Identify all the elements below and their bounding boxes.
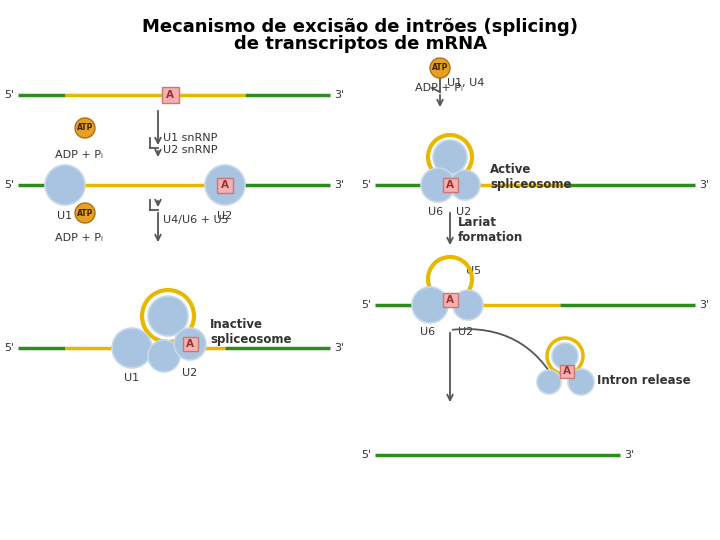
Text: A: A <box>446 180 454 190</box>
FancyBboxPatch shape <box>443 178 457 192</box>
Circle shape <box>430 58 450 78</box>
Text: A: A <box>563 366 571 376</box>
Text: Intron release: Intron release <box>597 374 690 387</box>
Text: 5': 5' <box>361 180 371 190</box>
Text: U2: U2 <box>459 327 474 337</box>
Text: A: A <box>221 180 229 190</box>
Text: U5: U5 <box>559 352 571 361</box>
Text: ADP + Pᵢ: ADP + Pᵢ <box>55 233 103 243</box>
Text: OH: OH <box>423 300 437 309</box>
Text: ATP: ATP <box>77 124 93 132</box>
Circle shape <box>148 340 180 372</box>
Text: U6: U6 <box>544 377 554 387</box>
Text: U5: U5 <box>444 152 456 162</box>
Text: 3': 3' <box>334 90 344 100</box>
Circle shape <box>450 170 480 200</box>
FancyBboxPatch shape <box>217 178 233 192</box>
Circle shape <box>205 165 245 205</box>
Text: 3': 3' <box>334 343 344 353</box>
Text: U1: U1 <box>58 211 73 221</box>
Circle shape <box>174 328 206 360</box>
FancyBboxPatch shape <box>443 293 457 307</box>
Circle shape <box>421 168 455 202</box>
Text: U5: U5 <box>157 351 171 361</box>
Text: 5': 5' <box>361 450 371 460</box>
Text: ADP + Pᵢ: ADP + Pᵢ <box>415 83 463 93</box>
Text: U2: U2 <box>456 207 472 217</box>
Text: ADP + Pᵢ: ADP + Pᵢ <box>55 150 103 160</box>
Text: A: A <box>166 90 174 100</box>
Circle shape <box>75 118 95 138</box>
Text: U6: U6 <box>428 207 444 217</box>
FancyBboxPatch shape <box>182 337 197 351</box>
Text: 3': 3' <box>334 180 344 190</box>
Text: 3': 3' <box>699 180 709 190</box>
Text: 3': 3' <box>699 300 709 310</box>
Circle shape <box>45 165 85 205</box>
Text: U2: U2 <box>217 211 233 221</box>
Text: 5': 5' <box>361 300 371 310</box>
FancyBboxPatch shape <box>161 87 179 103</box>
Text: U4/U6: U4/U6 <box>154 312 181 321</box>
Circle shape <box>75 203 95 223</box>
Text: U2: U2 <box>182 368 197 378</box>
Text: U1 snRNP: U1 snRNP <box>163 133 217 143</box>
Circle shape <box>568 369 594 395</box>
Text: A: A <box>186 339 194 349</box>
Text: ATP: ATP <box>432 64 448 72</box>
Text: U4/U6 + U5: U4/U6 + U5 <box>163 215 229 225</box>
Text: U5: U5 <box>466 266 481 276</box>
Text: U1: U1 <box>125 373 140 383</box>
Text: 5': 5' <box>4 90 14 100</box>
Circle shape <box>552 343 578 369</box>
Text: 3': 3' <box>624 450 634 460</box>
Text: U2: U2 <box>575 377 587 387</box>
FancyBboxPatch shape <box>560 364 574 377</box>
Text: A: A <box>446 295 454 305</box>
Text: 5': 5' <box>4 343 14 353</box>
Text: de transcriptos de mRNA: de transcriptos de mRNA <box>233 35 487 53</box>
Circle shape <box>453 290 483 320</box>
Text: U1, U4: U1, U4 <box>447 78 485 88</box>
Text: U6: U6 <box>420 327 436 337</box>
Text: Active
spliceosome: Active spliceosome <box>490 163 572 191</box>
Circle shape <box>112 328 152 368</box>
Text: Mecanismo de excisão de intrões (splicing): Mecanismo de excisão de intrões (splicin… <box>142 18 578 36</box>
Circle shape <box>433 140 467 174</box>
Text: Inactive
spliceosome: Inactive spliceosome <box>210 318 292 346</box>
Text: 5': 5' <box>4 180 14 190</box>
Text: Lariat
formation: Lariat formation <box>458 216 523 244</box>
Circle shape <box>537 370 561 394</box>
Circle shape <box>412 287 448 323</box>
Text: ATP: ATP <box>77 208 93 218</box>
Text: U2 snRNP: U2 snRNP <box>163 145 217 155</box>
Circle shape <box>148 296 188 336</box>
